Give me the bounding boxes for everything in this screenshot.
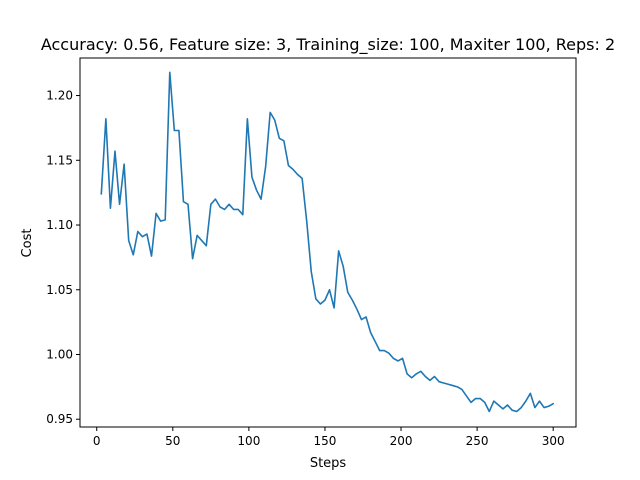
- y-axis: 0.95 1.00 1.05 1.10 1.15 1.20: [46, 89, 80, 426]
- x-tick-label: 0: [93, 434, 101, 448]
- chart-title: Accuracy: 0.56, Feature size: 3, Trainin…: [41, 35, 615, 55]
- y-tick-label: 0.95: [46, 412, 73, 426]
- x-tick-label: 150: [314, 434, 337, 448]
- x-tick-label: 50: [165, 434, 180, 448]
- x-axis-label: Steps: [310, 456, 347, 471]
- y-tick-label: 1.00: [46, 347, 73, 361]
- axes-frame: [79, 57, 577, 428]
- x-tick-label: 300: [542, 434, 565, 448]
- y-axis-label: Cost: [20, 229, 35, 258]
- y-tick-label: 1.20: [46, 89, 73, 103]
- y-tick-label: 1.15: [46, 153, 73, 167]
- x-tick-label: 100: [237, 434, 260, 448]
- x-tick-label: 250: [466, 434, 489, 448]
- x-axis: 0 50 100 150 200 250 300: [93, 427, 565, 448]
- x-tick-label: 200: [390, 434, 413, 448]
- plot-area: 0 50 100 150 200 250 300 0.95 1.00 1.05 1.10 1.15 1…: [46, 57, 577, 448]
- y-tick-label: 1.05: [46, 283, 73, 297]
- y-tick-label: 1.10: [46, 218, 73, 232]
- cost-series-line: [100, 71, 554, 413]
